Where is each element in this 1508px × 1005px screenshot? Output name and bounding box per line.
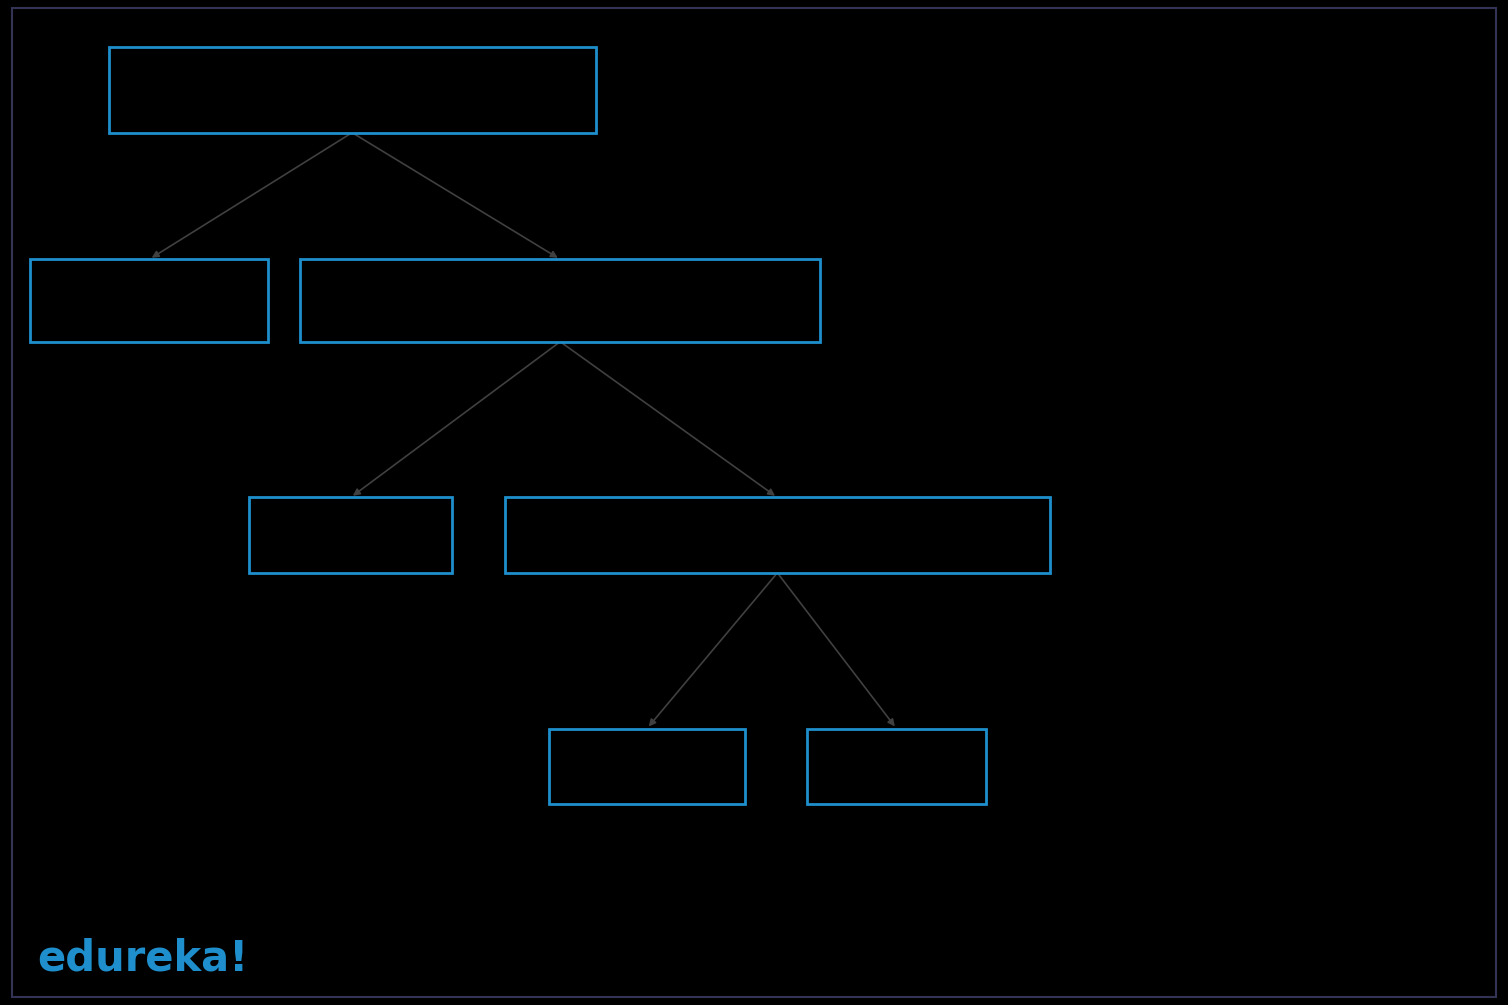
Bar <box>109 47 596 133</box>
Bar <box>549 729 745 804</box>
Bar <box>249 497 452 573</box>
Bar <box>807 729 986 804</box>
Bar <box>300 259 820 342</box>
Text: edureka!: edureka! <box>38 938 249 980</box>
Bar <box>505 497 1050 573</box>
Bar <box>30 259 268 342</box>
